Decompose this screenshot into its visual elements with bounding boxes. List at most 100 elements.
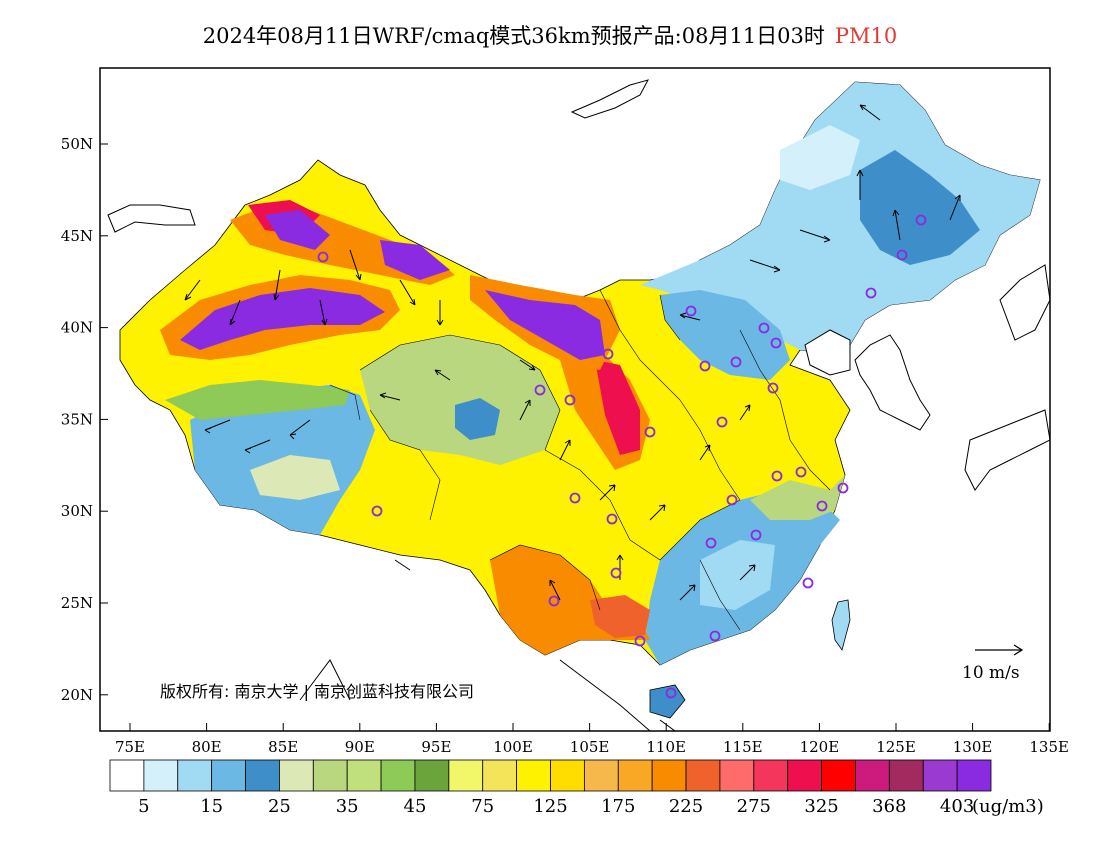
lon-tick-label: 120E (800, 738, 840, 756)
xinjiang-north-purple (265, 210, 330, 250)
wind-scale: 10 m/s (962, 644, 1024, 683)
colorbar-swatch (245, 759, 280, 792)
tibet-inner-light (250, 455, 340, 500)
colorbar-swatch (888, 759, 924, 792)
colorbar-unit: (ug/m3) (972, 796, 1044, 817)
colorbar-swatch (922, 759, 958, 792)
japan-outline (964, 409, 1050, 491)
colorbar-swatch (719, 759, 755, 792)
lon-tick-label: 90E (345, 738, 375, 756)
title-main: 2024年08月11日WRF/cmaq模式36km预报产品:08月11日03时 (202, 24, 825, 48)
colorbar-swatch (956, 759, 992, 792)
lon-tick-label: 125E (876, 738, 916, 756)
map-title: 2024年08月11日WRF/cmaq模式36km预报产品:08月11日03时 P… (0, 20, 1100, 50)
colorbar-swatch (482, 759, 518, 792)
india-coast (299, 559, 411, 701)
wind-scale-label: 10 m/s (962, 663, 1020, 683)
colorbar-swatch (855, 759, 890, 792)
japan-north-outline (999, 264, 1050, 341)
qinghai-green-zone (360, 335, 560, 465)
colorbar-label: 75 (471, 796, 494, 817)
lon-tick-label: 115E (723, 738, 763, 756)
lat-tick-label: 25N (61, 594, 93, 612)
colorbar-swatch (279, 759, 314, 792)
lat-tick-label: 40N (61, 319, 93, 337)
city-markers (317, 214, 927, 699)
lon-tick-label: 85E (268, 738, 298, 756)
colorbar-swatch (448, 759, 484, 792)
south-china-light (700, 540, 775, 610)
vietnam-coast (559, 659, 676, 731)
lon-tick-label: 110E (646, 738, 686, 756)
title-variable: PM10 (834, 24, 898, 48)
wind-vectors (184, 104, 961, 601)
colorbar-swatch (617, 759, 653, 792)
colorbar-label: 15 (200, 796, 223, 817)
baikal-outline (570, 79, 649, 119)
colorbar-swatch (143, 759, 179, 792)
lat-tick-label: 35N (61, 410, 93, 428)
colorbar-label: 25 (268, 796, 291, 817)
colorbar-swatch (346, 759, 382, 792)
northeast-clean-zone (640, 82, 1040, 355)
lon-tick-label: 130E (953, 738, 993, 756)
colorbar-swatch (109, 759, 145, 792)
colorbar-label: 325 (804, 796, 838, 817)
qinghai-dark-blue-lake (455, 398, 500, 440)
colorbar-swatch (685, 759, 721, 792)
wind-scale-arrowhead (1013, 644, 1024, 656)
caspian-outline (107, 204, 196, 233)
colorbar-swatch (651, 759, 687, 792)
lat-tick-label: 45N (61, 227, 93, 245)
colorbar-swatch (753, 759, 789, 792)
bohai-coast (804, 329, 851, 376)
lon-tick-label: 95E (421, 738, 451, 756)
province-borders (329, 289, 831, 631)
east-china-green (750, 475, 845, 520)
colorbar-swatch (821, 759, 856, 792)
colorbar-label: 35 (336, 796, 359, 817)
copyright-text: 版权所有: 南京大学 | 南京创蓝科技有限公司 (160, 682, 474, 701)
lat-tick-label: 20N (61, 686, 93, 704)
southwest-red-zone (590, 595, 650, 638)
colorbar-swatch (380, 759, 416, 792)
colorbar-swatch (211, 759, 246, 792)
longitude-axis: 75E 80E 85E 90E 95E 100E 105E 110E 115E 120E 125E 1… (115, 723, 1069, 756)
lon-tick-label: 135E (1029, 738, 1069, 756)
colorbar-label: 368 (872, 796, 906, 817)
colorbar: 5 15 25 35 45 75 125 175 225 275 325 368 403 (109, 759, 992, 817)
lat-tick-label: 30N (61, 502, 93, 520)
lon-tick-label: 80E (192, 738, 222, 756)
colorbar-swatch (177, 759, 213, 792)
colorbar-swatch (312, 759, 348, 792)
xinjiang-plume-purple (380, 240, 450, 280)
colorbar-label: 5 (138, 796, 149, 817)
korea-outline (854, 334, 931, 431)
northeast-light (780, 125, 860, 190)
tarim-purple (180, 288, 385, 350)
central-red-band (595, 360, 640, 455)
colorbar-label: 125 (533, 796, 567, 817)
map-frame (99, 67, 1051, 732)
colorbar-swatch (414, 759, 450, 792)
colorbar-label: 403 (940, 796, 974, 817)
lon-tick-label: 75E (115, 738, 145, 756)
colorbar-label: 45 (404, 796, 427, 817)
map-canvas: 版权所有: 南京大学 | 南京创蓝科技有限公司 10 m/s (100, 68, 1050, 731)
inner-mongolia-purple (485, 290, 605, 360)
lat-tick-label: 50N (61, 135, 93, 153)
northeast-dark-blue (860, 150, 980, 265)
colorbar-swatch (583, 759, 619, 792)
north-plain-zone (660, 290, 790, 380)
colorbar-label: 175 (601, 796, 635, 817)
lon-tick-label: 105E (570, 738, 610, 756)
taiwan-island (831, 599, 851, 651)
tarim-south-green (165, 380, 350, 420)
latitude-axis: 50N 45N 40N 35N 30N 25N 20N (61, 135, 108, 704)
colorbar-label: 225 (669, 796, 703, 817)
lon-tick-label: 100E (493, 738, 533, 756)
colorbar-swatch (516, 759, 551, 792)
colorbar-label: 275 (737, 796, 771, 817)
colorbar-swatch (550, 759, 585, 792)
